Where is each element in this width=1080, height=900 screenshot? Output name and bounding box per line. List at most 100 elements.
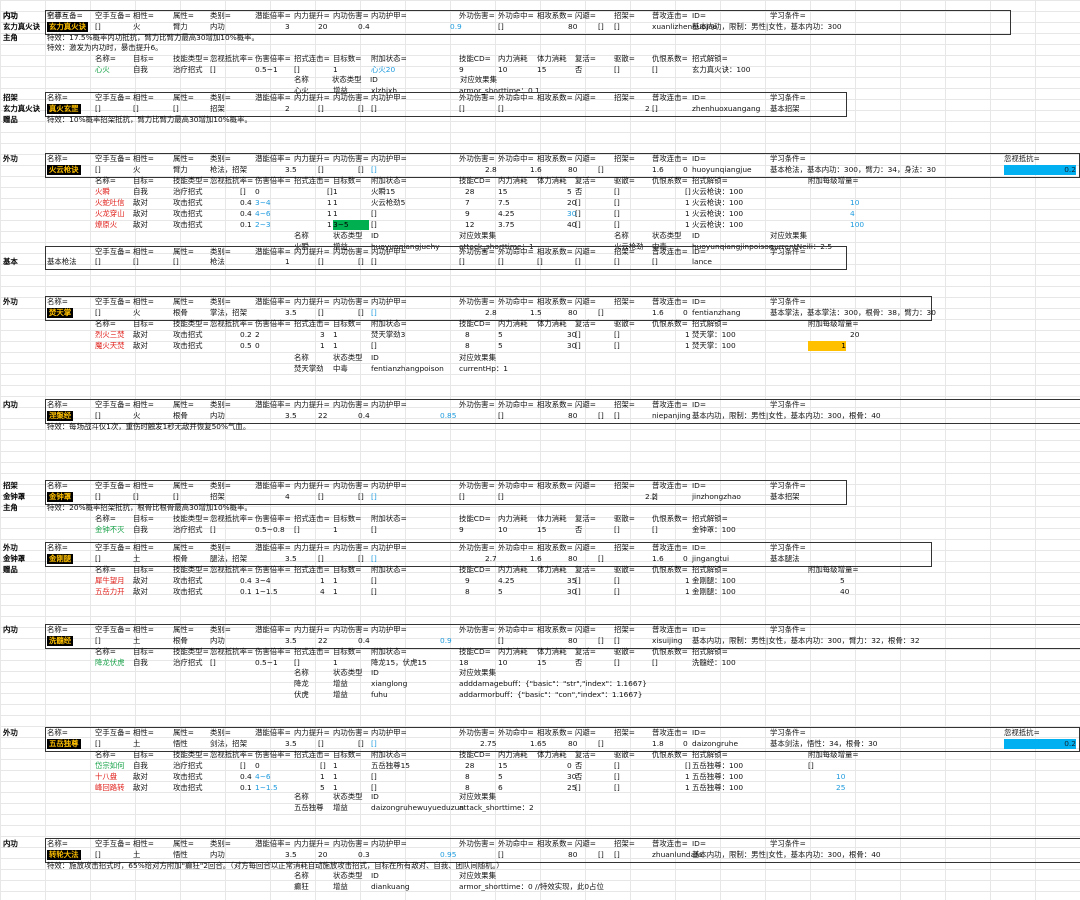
header-cell[interactable]: 学习条件= <box>770 11 806 20</box>
skill-value-cell[interactable]: 1 <box>327 198 332 207</box>
header-cell[interactable]: 招架= <box>614 400 635 409</box>
header-cell[interactable]: 闪避= <box>575 543 596 552</box>
value-cell[interactable]: 22 <box>318 411 328 420</box>
skill-header-cell[interactable]: 复活= <box>575 647 596 656</box>
header-cell[interactable]: 普攻连击= <box>652 481 688 490</box>
skill-value-cell[interactable]: 5 <box>498 330 503 339</box>
header-cell[interactable]: 潜能倍率= <box>255 400 291 409</box>
value-cell[interactable]: [] <box>598 165 604 174</box>
header-cell[interactable]: 内功伤害= <box>333 839 369 848</box>
header-cell[interactable]: 相攻系数= <box>537 481 573 490</box>
value-cell[interactable]: 80 <box>568 554 578 563</box>
skill-value-cell[interactable]: 金钟罩：100 <box>692 525 736 534</box>
skill-header-cell[interactable]: 仇恨系数= <box>652 750 688 759</box>
skill-value-cell[interactable]: 25 <box>836 783 846 792</box>
value-cell[interactable]: zhuanlundafa <box>652 850 703 859</box>
effect-text[interactable]: 特效：激发为内功时，暴击提升6。 <box>47 43 163 52</box>
skill-value-cell[interactable]: 0 <box>567 761 572 770</box>
skill-value-cell[interactable]: 10 <box>498 525 508 534</box>
skill-value-cell[interactable]: [] <box>685 761 691 770</box>
skill-header-cell[interactable]: 招式解锁= <box>692 514 728 523</box>
category-label[interactable]: 外功 <box>3 728 18 737</box>
skill-value-cell[interactable]: [] <box>575 220 581 229</box>
status-header-cell[interactable]: 对应效果集 <box>459 231 496 240</box>
skill-name-cell[interactable]: 焚天掌 <box>47 308 74 318</box>
skill-header-cell[interactable]: 技能CD= <box>459 176 491 185</box>
value-cell[interactable]: [] <box>318 165 324 174</box>
header-cell[interactable]: 空手互备= <box>95 728 131 737</box>
value-cell[interactable]: 掌法，招架 <box>210 308 247 317</box>
value-cell[interactable]: 80 <box>568 22 578 31</box>
value-cell[interactable]: 2.7 <box>485 554 497 563</box>
skill-value-cell[interactable]: 1 <box>333 525 338 534</box>
header-cell[interactable]: 外功命中= <box>498 400 534 409</box>
value-cell[interactable]: [] <box>498 257 504 266</box>
header-cell[interactable]: 潜能倍率= <box>255 543 291 552</box>
extra-value[interactable]: 0.2 <box>1004 165 1076 175</box>
value-cell[interactable]: 1.6 <box>530 165 542 174</box>
status-header-cell[interactable]: ID <box>371 353 379 362</box>
value-cell[interactable]: [] <box>498 636 504 645</box>
skill-value-cell[interactable]: 敌对 <box>133 209 148 218</box>
skill-value-cell[interactable]: 7.5 <box>498 198 510 207</box>
skill-value-cell[interactable]: 9 <box>459 525 464 534</box>
value-cell[interactable]: [] <box>95 165 101 174</box>
value-cell[interactable]: [] <box>371 308 377 317</box>
skill-name-cell[interactable]: 涅槃经 <box>47 411 74 421</box>
header-cell[interactable]: 闪避= <box>575 728 596 737</box>
header-cell[interactable]: 属性= <box>173 297 194 306</box>
header-cell[interactable]: 相攻系数= <box>537 247 573 256</box>
skill-header-cell[interactable]: 目标= <box>133 176 154 185</box>
header-cell[interactable]: 学习条件= <box>770 297 806 306</box>
skill-value-cell[interactable]: 5 <box>498 587 503 596</box>
skill-header-cell[interactable]: 招式解锁= <box>692 750 728 759</box>
skill-value-cell[interactable]: 金刚腿：100 <box>692 576 736 585</box>
header-cell[interactable]: 空手互备= <box>95 297 131 306</box>
header-cell[interactable]: 外功伤害= <box>459 481 495 490</box>
value-cell[interactable]: 土 <box>133 739 141 748</box>
header-cell[interactable]: 招架= <box>614 839 635 848</box>
skill-header-cell[interactable]: 技能CD= <box>459 514 491 523</box>
skill-header-cell[interactable]: 体力消耗 <box>537 176 567 185</box>
skill-value-cell[interactable]: 金刚腿：100 <box>692 587 736 596</box>
skill-header-cell[interactable]: 名称= <box>95 565 116 574</box>
header-cell[interactable]: 相性= <box>133 625 154 634</box>
status-value-cell[interactable]: 降龙 <box>294 679 309 688</box>
skill-value-cell[interactable]: 否 <box>575 761 583 770</box>
skill-header-cell[interactable]: 仇恨系数= <box>652 514 688 523</box>
skill-value-cell[interactable]: 10 <box>498 65 508 74</box>
header-cell[interactable]: ID= <box>692 839 707 848</box>
skill-value-cell[interactable]: [] <box>808 761 814 770</box>
skill-value-cell[interactable]: [] <box>614 587 620 596</box>
value-cell[interactable]: [] <box>95 257 101 266</box>
header-cell[interactable]: 空手互备= <box>47 11 83 20</box>
category-label[interactable]: 外功 <box>3 543 18 552</box>
value-cell[interactable]: 基本腿法 <box>770 554 800 563</box>
skill-value-cell[interactable]: 40 <box>567 220 577 229</box>
category-sub[interactable]: 主角 <box>3 503 18 512</box>
status-value-cell[interactable]: 伏虎 <box>294 690 309 699</box>
skill-header-cell[interactable]: 目标= <box>133 565 154 574</box>
skill-header-cell[interactable]: 附加每级增量= <box>808 176 859 185</box>
skill-name-cell[interactable]: 金刚腿 <box>47 554 74 564</box>
skill-value-cell[interactable]: 0.2 <box>240 330 252 339</box>
value-cell[interactable]: 基本内功，限制：男性|女性，基本内功：300，根骨：40 <box>692 850 881 859</box>
skill-value-cell[interactable]: 15 <box>498 187 508 196</box>
header-cell[interactable]: 内功护甲= <box>371 839 407 848</box>
header-cell[interactable]: 内力提升= <box>294 728 330 737</box>
header-cell[interactable]: 学习条件= <box>770 93 806 102</box>
category-sub[interactable]: 赠品 <box>3 115 18 124</box>
skill-header-cell[interactable]: 忽视抵抗率= <box>210 54 254 63</box>
header-cell[interactable]: 内功伤害= <box>333 625 369 634</box>
status-value-cell[interactable]: 增益 <box>333 86 348 95</box>
value-cell[interactable]: [] <box>358 554 364 563</box>
value-cell[interactable]: [] <box>614 850 620 859</box>
value-cell[interactable]: 基本招架 <box>770 104 800 113</box>
value-cell[interactable]: xisuijing <box>652 636 683 645</box>
value-cell[interactable]: [] <box>598 411 604 420</box>
skill-value-cell[interactable]: 敌对 <box>133 330 148 339</box>
skill-value-cell[interactable]: 5 <box>840 576 845 585</box>
value-cell[interactable]: 0.3 <box>358 850 370 859</box>
skill-value-cell[interactable]: 0.5 <box>240 341 252 350</box>
skill-value-cell[interactable]: [] <box>294 65 300 74</box>
